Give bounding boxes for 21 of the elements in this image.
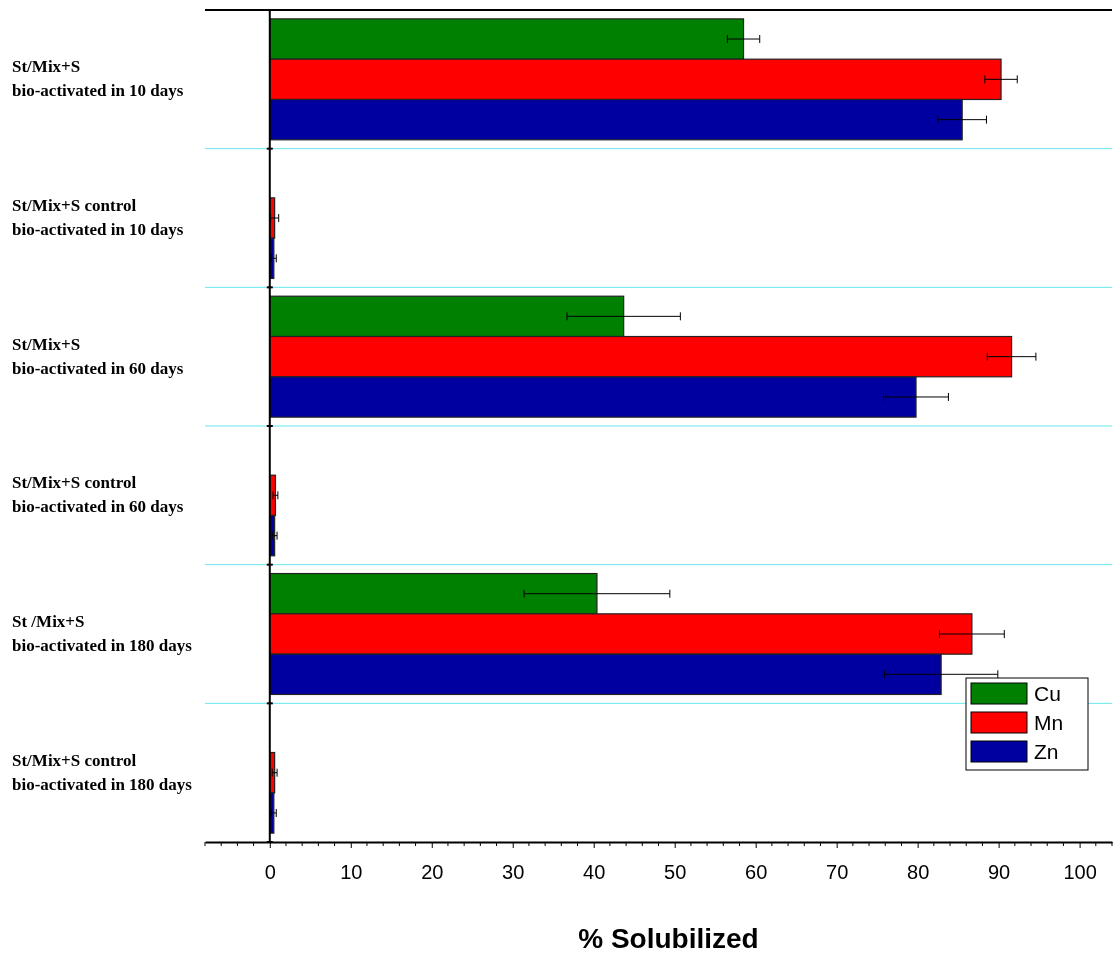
y-tick-label: St/Mix+S control bio-activated in 180 days [12, 750, 193, 794]
x-tick-label: 10 [340, 861, 363, 883]
y-tick-label: St/Mix+S control bio-activated in 10 days [12, 196, 184, 239]
y-tick-label: St /Mix+S bio-activated in 180 days [12, 612, 193, 655]
x-tick-label: 50 [664, 861, 687, 883]
x-tick-label: 30 [502, 861, 525, 883]
y-tick-label: St/Mix+S bio-activated in 10 days [12, 57, 184, 101]
x-axis-title: % Solubilized [578, 923, 759, 954]
x-tick-label: 0 [264, 861, 276, 883]
x-tick-label: 40 [583, 861, 606, 883]
x-tick-label: 20 [421, 861, 444, 883]
legend-label: Cu [1034, 682, 1061, 705]
y-tick-label: St/Mix+S bio-activated in 60 days [12, 334, 184, 378]
y-tick-label: St/Mix+S control bio-activated in 60 days [12, 473, 184, 517]
x-tick-label: 70 [826, 861, 849, 883]
x-tick-label: 100 [1063, 861, 1097, 883]
x-tick-label: 90 [988, 861, 1011, 883]
legend-label: Mn [1034, 711, 1064, 734]
x-tick-label: 80 [907, 861, 930, 883]
legend-label: Zn [1034, 740, 1059, 763]
x-tick-label: 60 [745, 861, 768, 883]
